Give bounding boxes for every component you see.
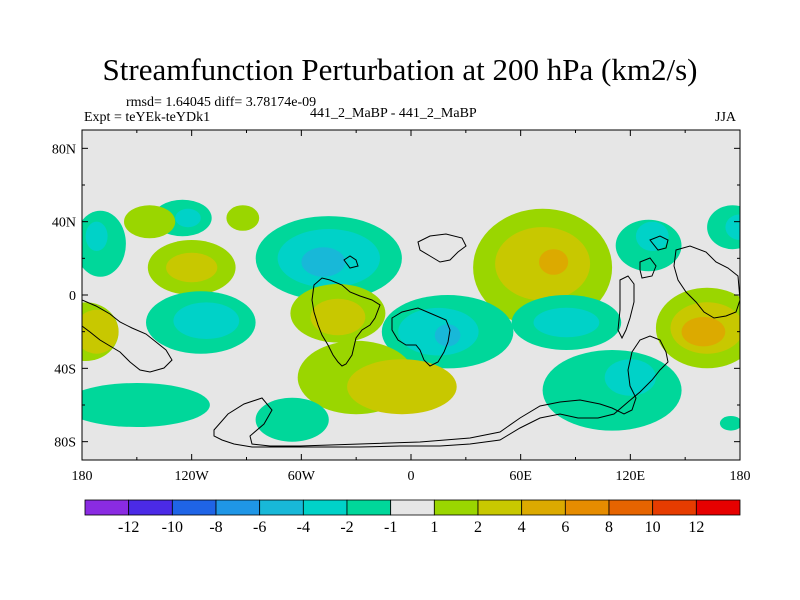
contour-region-1 <box>85 221 108 251</box>
contour-region-5 <box>226 205 260 231</box>
x-tick-label-0: 180 <box>72 469 93 484</box>
contour-region-34 <box>255 397 329 442</box>
colorbar-label-0: -12 <box>118 519 139 536</box>
contour-region-31 <box>681 317 726 347</box>
colorbar-swatch-11 <box>564 499 610 516</box>
coastline-south-america <box>311 277 381 367</box>
colorbar-swatch-8 <box>433 499 479 516</box>
coastline-africa <box>391 307 451 367</box>
y-tick-label-2: 0 <box>69 289 76 304</box>
y-tick-label-3: 40S <box>54 362 76 377</box>
colorbar-label-13: 12 <box>688 519 704 536</box>
contour-fill-layer <box>82 199 740 442</box>
colorbar-label-6: -1 <box>384 519 397 536</box>
contour-region-7 <box>166 252 218 283</box>
coastline-layer <box>82 233 740 448</box>
colorbar-label-5: -2 <box>340 519 353 536</box>
x-tick-label-5: 120E <box>616 469 646 484</box>
colorbar-swatch-12 <box>608 499 654 516</box>
colorbar-label-4: -4 <box>297 519 310 536</box>
colorbar-swatch-4 <box>259 499 304 516</box>
colorbar-label-7: 1 <box>430 519 438 536</box>
colorbar-label-11: 8 <box>605 519 613 536</box>
colorbar-label-9: 4 <box>518 519 526 536</box>
colorbar-label-3: -6 <box>253 519 266 536</box>
y-tick-label-1: 40N <box>52 216 76 231</box>
colorbar-swatch-10 <box>521 499 566 516</box>
contour-region-15 <box>635 221 669 251</box>
x-tick-label-6: 180 <box>730 469 751 484</box>
contour-region-10 <box>301 247 346 277</box>
contour-region-21 <box>173 302 240 340</box>
x-axis: 180 120W 60W 0 60E 120E 180 <box>72 130 751 484</box>
colorbar-swatch-3 <box>215 499 261 516</box>
coastline-west-pacific-edge <box>82 299 173 373</box>
x-tick-label-1: 120W <box>175 469 210 484</box>
colorbar-swatch-0 <box>84 499 130 516</box>
contour-region-3 <box>175 208 201 228</box>
colorbar-label-2: -8 <box>209 519 222 536</box>
contour-region-16 <box>707 205 740 250</box>
coastline-north-america-west <box>343 255 359 269</box>
colorbar-label-8: 2 <box>474 519 482 536</box>
contour-region-23 <box>310 298 366 336</box>
contour-region-13 <box>539 249 569 275</box>
contour-region-28 <box>533 307 600 338</box>
colorbar-swatch-5 <box>302 499 348 516</box>
x-tick-label-2: 60W <box>288 469 316 484</box>
x-tick-label-3: 0 <box>408 469 415 484</box>
coastline-australia <box>673 245 740 319</box>
season-label: JJA <box>715 110 737 125</box>
rmsd-diff-stats: rmsd= 1.64045 diff= 3.78174e-09 <box>126 95 317 110</box>
colorbar-label-1: -10 <box>162 519 183 536</box>
contour-region-17 <box>725 214 740 240</box>
experiment-label: Expt = teYEk-teYDk1 <box>84 110 211 125</box>
y-tick-label-0: 80N <box>52 142 76 157</box>
coastline-antarctica <box>213 335 669 448</box>
contour-region-26 <box>434 324 461 347</box>
colorbar-swatch-2 <box>171 499 217 516</box>
contour-region-37 <box>604 359 656 396</box>
contour-region-35 <box>82 383 210 427</box>
contour-region-19 <box>82 309 119 354</box>
contour-region-33 <box>347 359 457 415</box>
colorbar-swatch-1 <box>128 499 173 516</box>
coastline-maritime-continent <box>639 257 657 279</box>
chart-title: Streamfunction Perturbation at 200 hPa (… <box>102 52 698 87</box>
colorbar-label-10: 6 <box>561 519 569 536</box>
colorbar-label-12: 10 <box>645 519 661 536</box>
x-tick-label-4: 60E <box>509 469 532 484</box>
coastline-east-asia <box>649 235 669 251</box>
contour-region-4 <box>124 205 176 239</box>
colorbar-swatch-13 <box>652 499 697 516</box>
y-axis: 80N 40N 0 40S 80S <box>52 142 740 451</box>
coastline-new-zealand-area <box>617 275 635 340</box>
colorbar-swatch-14 <box>695 499 741 516</box>
colorbar-swatch-6 <box>346 499 392 516</box>
y-tick-label-4: 80S <box>54 436 76 451</box>
colorbar: -12 -10 -8 -6 -4 -2 -1 1 2 4 6 8 10 12 <box>84 499 741 536</box>
run-label: 441_2_MaBP - 441_2_MaBP <box>310 106 477 121</box>
coastline-europe-asia <box>417 233 467 263</box>
colorbar-swatch-7 <box>390 499 435 516</box>
colorbar-swatch-9 <box>477 499 523 516</box>
contour-region-38 <box>719 416 740 431</box>
